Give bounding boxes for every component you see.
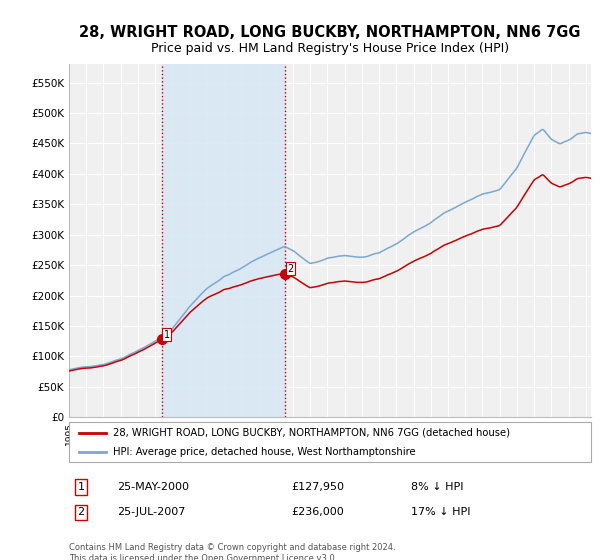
Text: £127,950: £127,950	[291, 482, 344, 492]
Text: 17% ↓ HPI: 17% ↓ HPI	[411, 507, 470, 517]
Text: 2: 2	[287, 264, 293, 274]
Text: HPI: Average price, detached house, West Northamptonshire: HPI: Average price, detached house, West…	[113, 447, 416, 457]
Text: 28, WRIGHT ROAD, LONG BUCKBY, NORTHAMPTON, NN6 7GG: 28, WRIGHT ROAD, LONG BUCKBY, NORTHAMPTO…	[79, 25, 581, 40]
FancyBboxPatch shape	[69, 422, 591, 462]
Text: 1: 1	[77, 482, 85, 492]
Text: Price paid vs. HM Land Registry's House Price Index (HPI): Price paid vs. HM Land Registry's House …	[151, 42, 509, 55]
Text: Contains HM Land Registry data © Crown copyright and database right 2024.
This d: Contains HM Land Registry data © Crown c…	[69, 543, 395, 560]
Text: 25-MAY-2000: 25-MAY-2000	[117, 482, 189, 492]
Text: 25-JUL-2007: 25-JUL-2007	[117, 507, 185, 517]
Text: 8% ↓ HPI: 8% ↓ HPI	[411, 482, 464, 492]
Bar	[161, 64, 285, 417]
Text: £236,000: £236,000	[291, 507, 344, 517]
Text: 1: 1	[164, 329, 170, 339]
Text: 28, WRIGHT ROAD, LONG BUCKBY, NORTHAMPTON, NN6 7GG (detached house): 28, WRIGHT ROAD, LONG BUCKBY, NORTHAMPTO…	[113, 428, 511, 438]
Text: 2: 2	[77, 507, 85, 517]
